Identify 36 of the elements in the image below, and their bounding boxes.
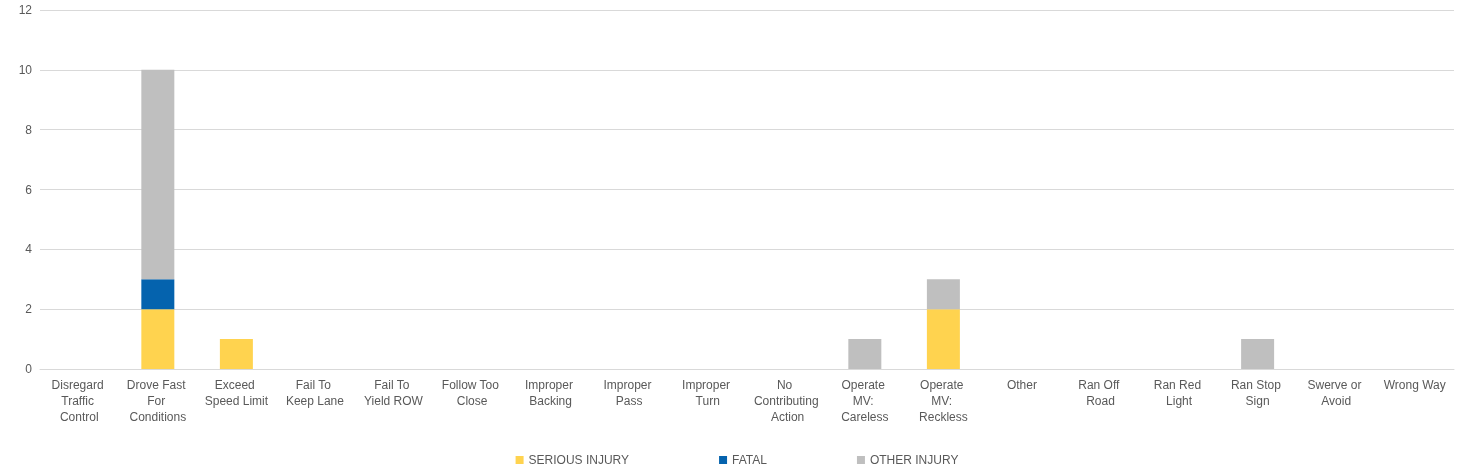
x-tick-label: Swerve or Avoid xyxy=(1307,378,1365,408)
y-tick-label: 10 xyxy=(18,62,33,77)
x-tick-label: Follow Too Close xyxy=(441,378,503,408)
y-tick-label: 2 xyxy=(25,302,33,317)
x-tick-label: Ran Off Road xyxy=(1078,378,1123,408)
x-tick-label: Operate MV: Reckless xyxy=(919,378,968,424)
bar xyxy=(848,339,882,369)
bar xyxy=(141,309,175,369)
bar xyxy=(926,309,960,369)
x-tick-label: Operate MV: Careless xyxy=(841,378,889,424)
x-tick-label: Fail To Keep Lane xyxy=(285,378,345,408)
x-tick-label: Wrong Way xyxy=(1383,378,1446,392)
bar xyxy=(1241,339,1275,369)
y-tick-label: 0 xyxy=(25,362,33,376)
y-tick-label: 12 xyxy=(18,3,33,17)
legend-label: FATAL xyxy=(732,453,768,467)
bar xyxy=(219,339,253,369)
x-tick-label: Other xyxy=(1006,378,1037,392)
y-tick-label: 8 xyxy=(25,122,33,137)
x-tick-label: Drove Fast For Conditions xyxy=(126,378,189,424)
bar xyxy=(141,279,175,310)
legend-label: SERIOUS INJURY xyxy=(528,453,630,467)
y-tick-label: 4 xyxy=(25,242,33,257)
x-tick-label: Improper Backing xyxy=(524,378,577,408)
x-tick-label: Fail To Yield ROW xyxy=(364,378,424,408)
x-tick-label: Exceed Speed Limit xyxy=(204,378,269,408)
bar xyxy=(926,279,960,310)
x-tick-label: Ran Red Light xyxy=(1153,378,1205,408)
legend-label: OTHER INJURY xyxy=(869,453,959,467)
x-tick-label: No Contributing Action xyxy=(753,378,819,424)
x-tick-label: Disregard Traffic Control xyxy=(51,378,107,424)
bar xyxy=(141,69,175,280)
x-tick-label: Improper Turn xyxy=(682,378,734,408)
y-tick-label: 6 xyxy=(25,182,33,197)
x-tick-label: Ran Stop Sign xyxy=(1230,378,1285,408)
x-tick-label: Improper Pass xyxy=(603,378,655,408)
